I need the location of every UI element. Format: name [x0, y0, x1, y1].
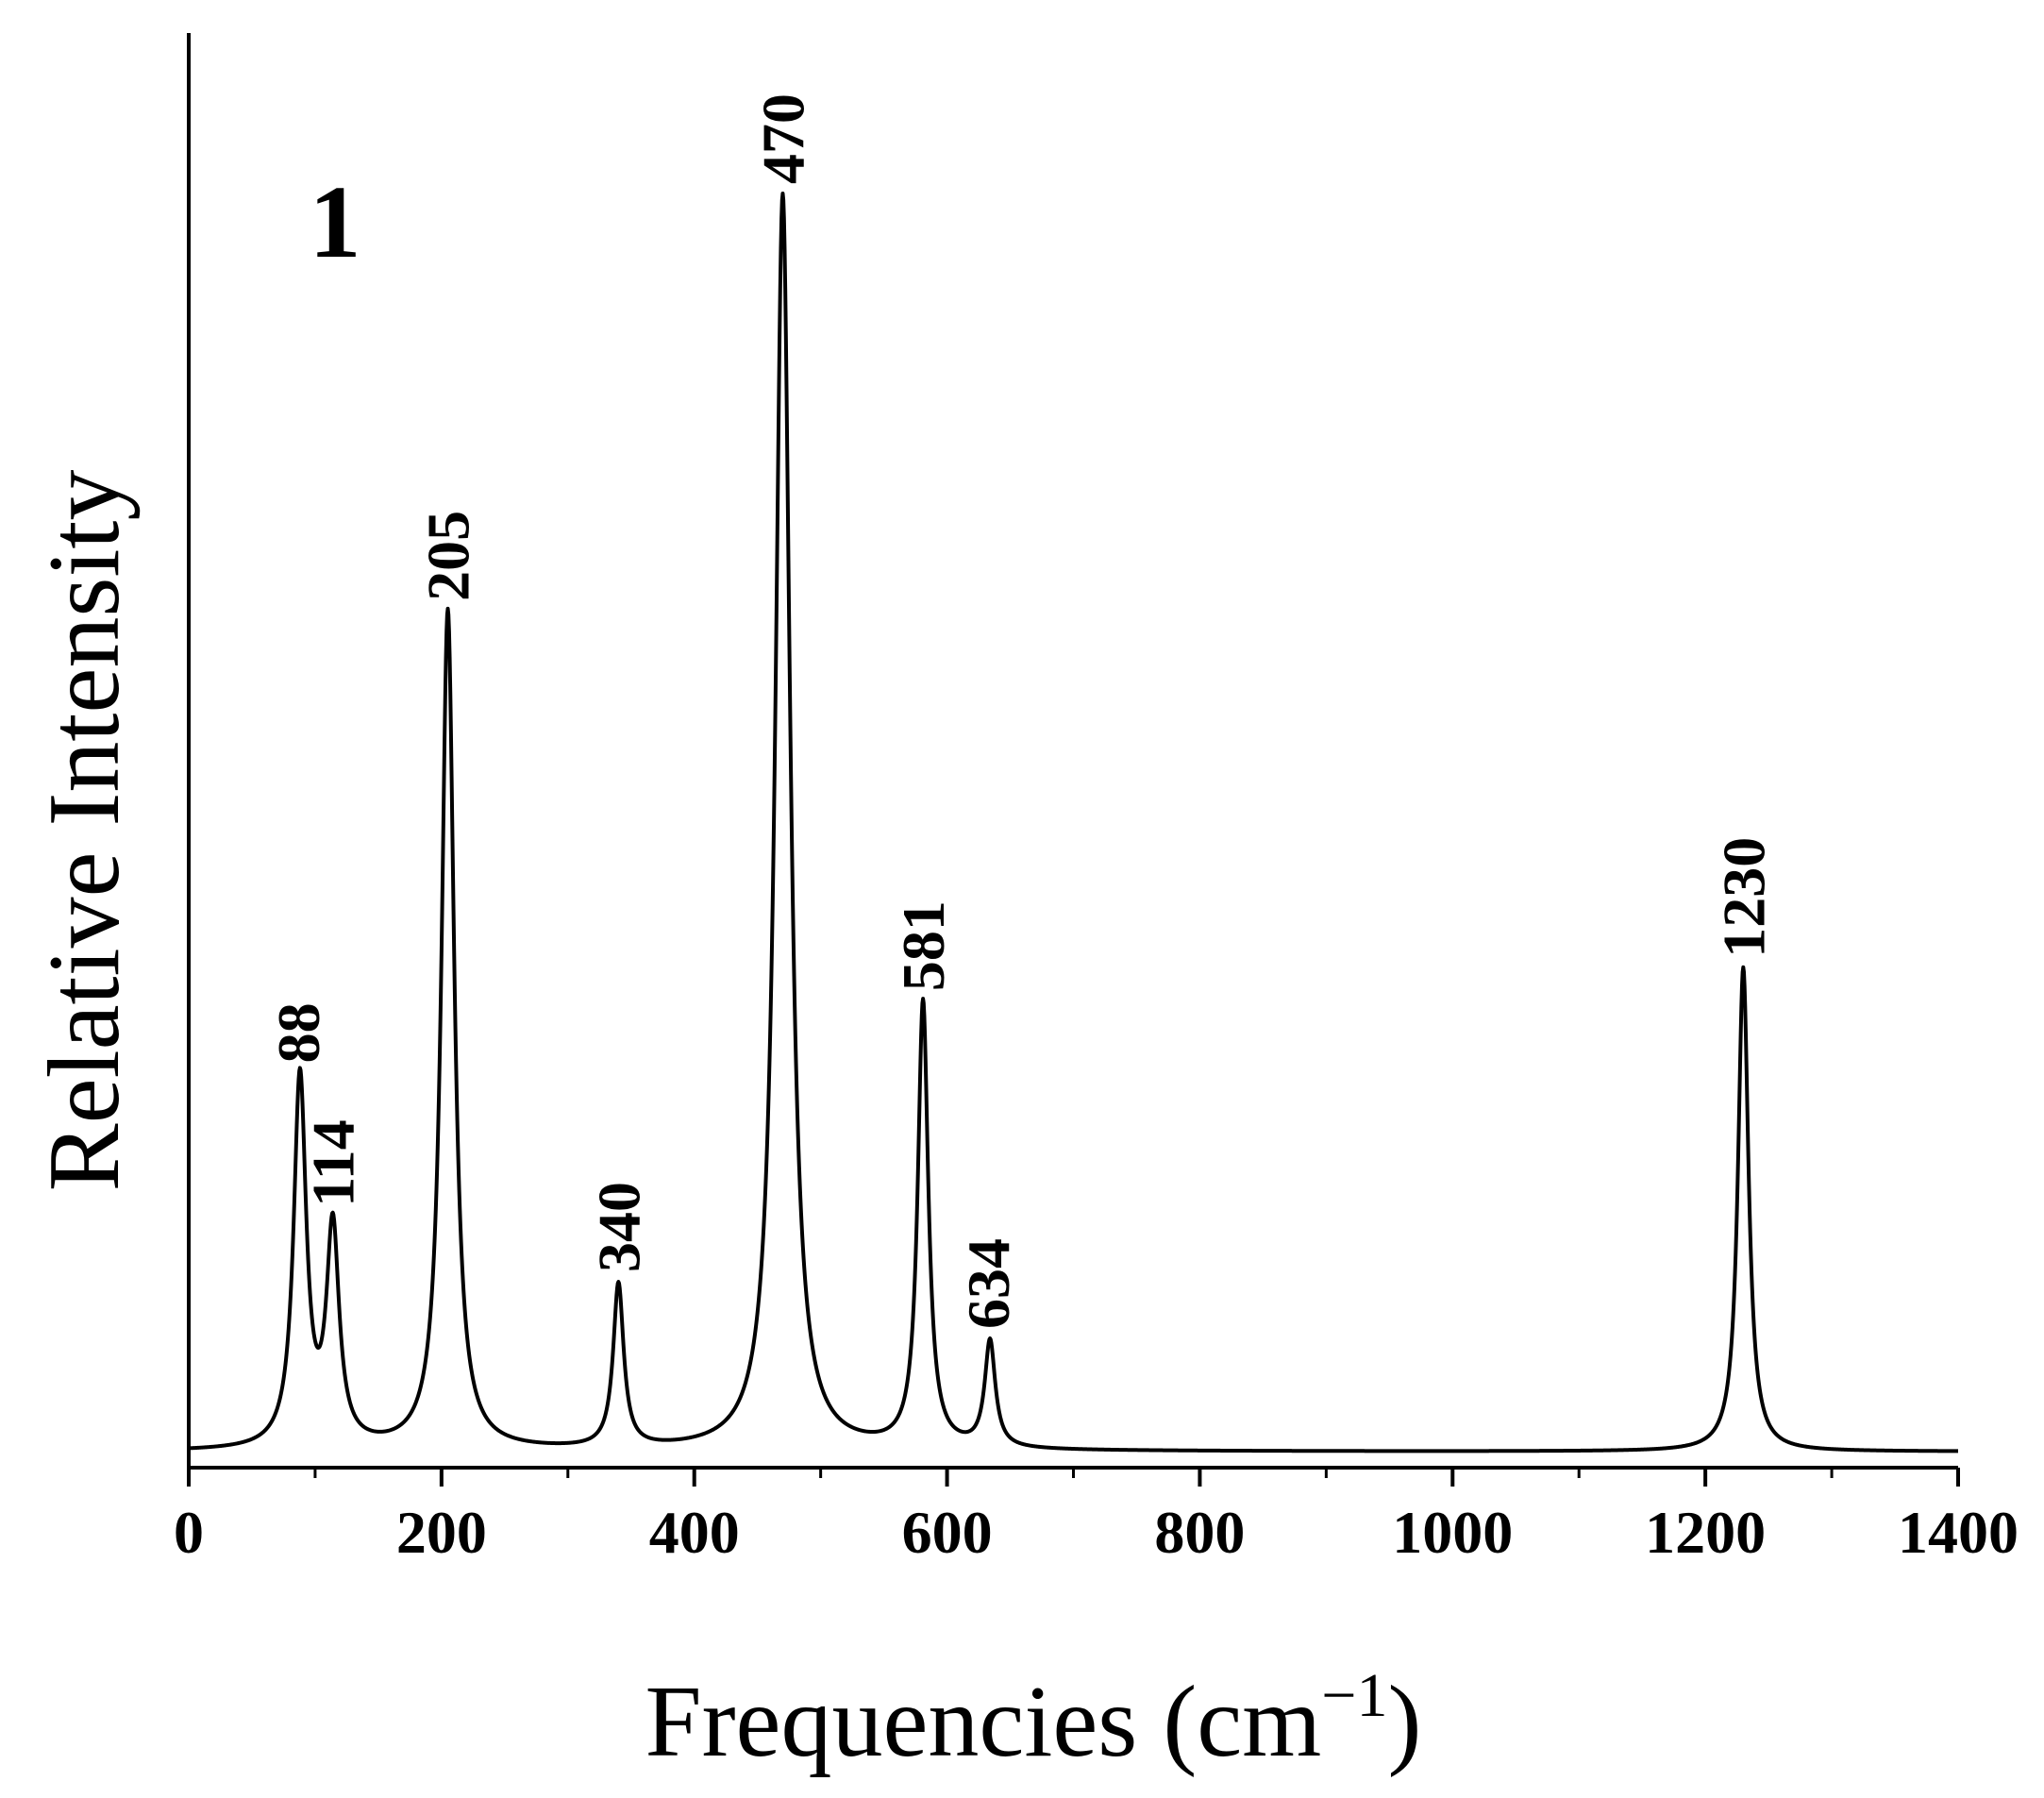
peak-label: 470	[750, 93, 817, 184]
peak-label: 1230	[1710, 837, 1777, 958]
x-tick-label: 1000	[1392, 1499, 1513, 1566]
x-tick-labels-layer: 0 200 400 600 800 1000 1200 1400	[174, 1499, 2019, 1566]
x-tick-label: 600	[902, 1499, 993, 1566]
peak-label: 205	[415, 511, 482, 601]
peak-label: 340	[585, 1182, 652, 1272]
x-axis-title-main: Frequencies (cm	[645, 1666, 1322, 1778]
x-tick-label: 0	[174, 1499, 204, 1566]
spectrum-line	[187, 192, 1960, 1454]
x-tick-label: 800	[1154, 1499, 1245, 1566]
x-axis-title: Frequencies (cm−1)	[645, 1661, 1422, 1778]
x-axis-title-close: )	[1387, 1666, 1421, 1778]
spectrum-curve-layer	[187, 192, 1960, 1454]
peak-label: 88	[265, 1002, 332, 1063]
x-tick-label: 1400	[1898, 1499, 2019, 1566]
axes	[187, 33, 1960, 1487]
peak-label: 114	[300, 1119, 367, 1206]
peak-label: 581	[890, 900, 957, 991]
y-axis-title: Relative Intensity	[28, 470, 141, 1192]
panel-label: 1	[310, 164, 361, 279]
x-tick-label: 200	[396, 1499, 487, 1566]
x-tick-label: 1200	[1645, 1499, 1766, 1566]
x-tick-label: 400	[649, 1499, 740, 1566]
x-axis-title-superscript: −1	[1321, 1661, 1387, 1730]
peak-label: 634	[955, 1238, 1022, 1329]
peak-labels-layer: 88 114 205 340 470 581 634 1230	[265, 93, 1777, 1329]
